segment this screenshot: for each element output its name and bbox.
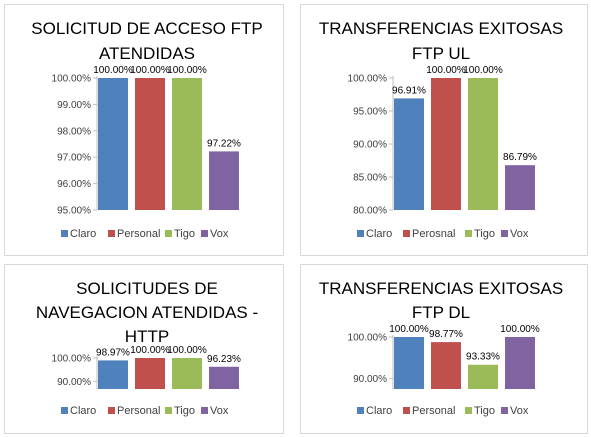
chart-title-line: TRANSFERENCIAS EXITOSAS: [319, 279, 563, 298]
legend-label: Tigo: [474, 228, 495, 240]
legend-label: Tigo: [174, 228, 195, 240]
legend-label: Vox: [210, 228, 229, 240]
chart-title-line: SOLICITUDES DE: [76, 279, 218, 298]
bar-claro: [98, 78, 128, 210]
data-label: 93.33%: [466, 352, 500, 363]
data-label: 97.22%: [207, 138, 241, 149]
bar-vox: [209, 151, 239, 210]
chart-title-line: FTP DL: [412, 303, 470, 322]
legend-label: Perosnal: [412, 228, 455, 240]
y-tick-label: 80.00%: [353, 206, 387, 217]
chart-title-line: NAVEGACION ATENDIDAS -: [36, 303, 258, 322]
bar-tigo: [172, 358, 202, 389]
chart-title-line: SOLICITUD DE ACCESO FTP: [31, 19, 262, 38]
data-label: 98.77%: [429, 329, 463, 340]
legend-label: Claro: [70, 228, 96, 240]
legend-swatch: [501, 407, 508, 414]
bar-vox: [505, 165, 535, 210]
chart-svg: SOLICITUD DE ACCESO FTP ATENDIDAS 95.00% 96…: [31, 19, 262, 240]
data-label: 100.00%: [130, 345, 170, 356]
legend-label: Tigo: [174, 405, 195, 417]
legend-swatch: [465, 407, 472, 414]
legend-swatch: [403, 407, 410, 414]
y-tick-label: 95.00%: [353, 107, 387, 118]
data-label: 86.79%: [503, 152, 537, 163]
legend-label: Tigo: [474, 405, 495, 417]
chart-ftp-access: SOLICITUD DE ACCESO FTP ATENDIDAS 95.00% 96…: [4, 4, 284, 256]
data-label: 100.00%: [426, 65, 466, 76]
chart-title-line: TRANSFERENCIAS EXITOSAS: [319, 19, 563, 38]
bar-vox: [505, 337, 535, 389]
data-label: 96.23%: [207, 354, 241, 365]
bar-personal: [431, 342, 461, 389]
y-tick-label: 98.00%: [57, 126, 91, 137]
legend-swatch: [357, 407, 364, 414]
y-tick-label: 100.00%: [52, 354, 92, 365]
bar-vox: [209, 366, 239, 389]
legend-swatch: [201, 407, 208, 414]
y-tick-label: 100.00%: [52, 74, 92, 85]
y-tick-label: 99.00%: [57, 100, 91, 111]
chart-title-line: HTTP: [125, 327, 169, 346]
bar-claro: [394, 98, 424, 210]
legend-swatch: [108, 407, 115, 414]
data-label: 100.00%: [93, 65, 133, 76]
data-label: 100.00%: [463, 65, 503, 76]
bar-tigo: [468, 364, 498, 389]
legend-swatch: [357, 230, 364, 237]
legend-label: Vox: [510, 405, 529, 417]
data-label: 100.00%: [130, 65, 170, 76]
chart-ftp-dl: TRANSFERENCIAS EXITOSAS FTP DL 90.00% 100.0…: [300, 264, 588, 434]
bar-personal: [135, 358, 165, 389]
legend-swatch: [61, 407, 68, 414]
bar-claro: [98, 360, 128, 389]
y-tick-label: 95.00%: [57, 206, 91, 217]
y-tick-label: 90.00%: [57, 377, 91, 388]
data-label: 100.00%: [500, 324, 540, 335]
chart-http-navigation: SOLICITUDES DE NAVEGACION ATENDIDAS - HTTP…: [4, 264, 284, 434]
y-tick-label: 90.00%: [353, 374, 387, 385]
chart-title-line: FTP UL: [412, 44, 470, 63]
legend-label: Claro: [366, 405, 392, 417]
data-label: 96.91%: [392, 85, 426, 96]
legend-swatch: [108, 230, 115, 237]
chart-svg: TRANSFERENCIAS EXITOSAS FTP UL 80.00% 85.00…: [319, 19, 563, 240]
legend-swatch: [61, 230, 68, 237]
bar-personal: [135, 78, 165, 210]
data-label: 100.00%: [167, 345, 207, 356]
legend-label: Vox: [210, 405, 229, 417]
legend-swatch: [465, 230, 472, 237]
legend-swatch: [201, 230, 208, 237]
y-tick-label: 85.00%: [353, 173, 387, 184]
legend-label: Vox: [510, 228, 529, 240]
y-tick-label: 96.00%: [57, 179, 91, 190]
y-tick-label: 100.00%: [348, 74, 388, 85]
bar-perosnal: [431, 78, 461, 210]
data-label: 100.00%: [389, 324, 429, 335]
legend-swatch: [165, 407, 172, 414]
data-label: 98.97%: [96, 347, 130, 358]
legend-label: Personal: [412, 405, 455, 417]
y-tick-label: 100.00%: [348, 333, 388, 344]
legend-swatch: [501, 230, 508, 237]
y-tick-label: 97.00%: [57, 153, 91, 164]
y-tick-label: 90.00%: [353, 140, 387, 151]
legend-label: Personal: [117, 228, 160, 240]
bar-claro: [394, 337, 424, 389]
chart-title-line: ATENDIDAS: [99, 44, 195, 63]
chart-ftp-ul: TRANSFERENCIAS EXITOSAS FTP UL 80.00% 85.00…: [300, 4, 588, 256]
legend-swatch: [165, 230, 172, 237]
bar-tigo: [468, 78, 498, 210]
legend-swatch: [403, 230, 410, 237]
data-label: 100.00%: [167, 65, 207, 76]
legend-label: Personal: [117, 405, 160, 417]
bar-tigo: [172, 78, 202, 210]
chart-svg: TRANSFERENCIAS EXITOSAS FTP DL 90.00% 100.0…: [319, 279, 563, 417]
legend-label: Claro: [70, 405, 96, 417]
chart-svg: SOLICITUDES DE NAVEGACION ATENDIDAS - HTTP…: [36, 279, 258, 417]
legend-label: Claro: [366, 228, 392, 240]
